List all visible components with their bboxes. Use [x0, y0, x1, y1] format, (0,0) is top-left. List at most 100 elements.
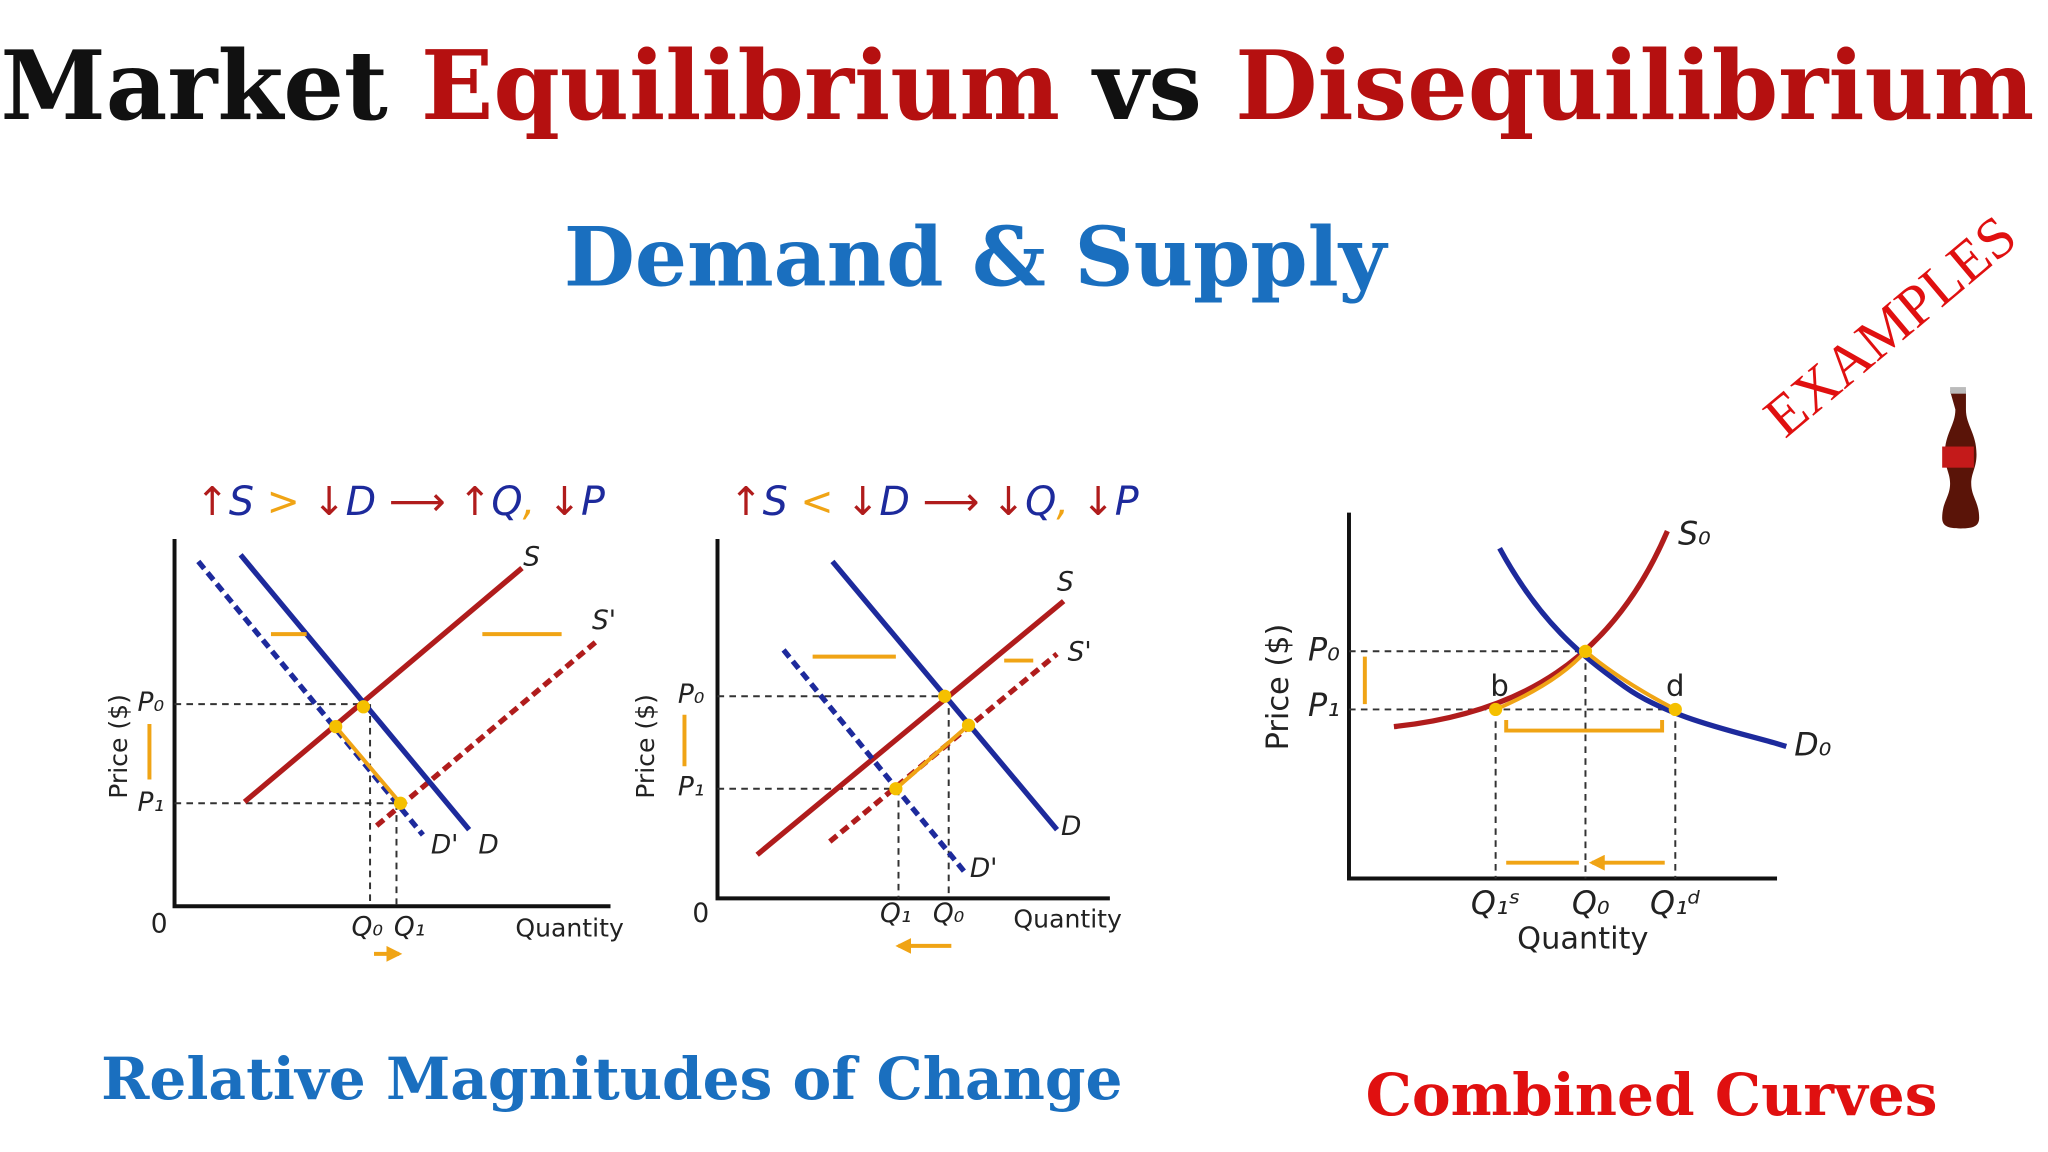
label: Q₁ˢ	[1471, 886, 1520, 922]
label: P₁	[678, 771, 705, 802]
curve	[196, 559, 425, 837]
label: S	[1057, 567, 1074, 598]
label: 0	[692, 898, 709, 929]
point	[1668, 702, 1682, 717]
point	[356, 700, 371, 714]
text-part: ,	[1056, 479, 1069, 525]
label: b	[1490, 669, 1508, 703]
label: P₀	[678, 679, 705, 710]
label: Quantity	[515, 914, 624, 943]
curve	[242, 566, 524, 804]
diagram-3: S₀ D₀ P₀ P₁ b d Q₁ˢ Q₀ Q₁ᵈ Quantity Pric…	[1261, 512, 1832, 957]
curve	[894, 723, 970, 791]
label: D	[1061, 811, 1081, 842]
text-part: <	[800, 479, 833, 525]
title: Market Equilibrium vs Disequilibrium	[0, 31, 2034, 142]
subtitle: Demand & Supply	[564, 209, 1389, 305]
label: D'	[431, 829, 459, 860]
label: S₀	[1678, 516, 1711, 552]
text-part: ↑	[196, 479, 229, 525]
label: P₁	[1308, 688, 1340, 724]
text-part: D	[879, 479, 910, 525]
text-part: ⟶	[389, 479, 446, 525]
label: S	[523, 541, 540, 572]
curve	[717, 695, 950, 899]
point	[329, 720, 343, 734]
label: Quantity	[1517, 922, 1648, 957]
point	[938, 689, 952, 703]
label: Price ($)	[1261, 624, 1296, 751]
text-part: ↓	[992, 479, 1025, 525]
text-part: Disequilibrium	[1235, 31, 2034, 142]
diagram-header: ↑S > ↓D ⟶ ↑Q, ↓P	[196, 479, 605, 525]
label: P₁	[138, 787, 165, 818]
text-part: ↓	[548, 479, 581, 525]
diagram-1: ↑S > ↓D ⟶ ↑Q, ↓P S S' D D' P₀ P₁ Q₀ Q₁ 0…	[104, 479, 624, 954]
text-part: ↑	[458, 479, 491, 525]
label: Price ($)	[631, 694, 660, 799]
caption: Relative Magnitudes of Change	[101, 1044, 1122, 1113]
curve	[147, 632, 562, 954]
label: Q₀	[352, 911, 384, 942]
curve	[374, 638, 599, 828]
curve	[1504, 720, 1665, 733]
curve	[1362, 656, 1665, 863]
label: Q₀	[1572, 886, 1610, 922]
text-part: Q	[1025, 479, 1056, 525]
curve	[1348, 650, 1677, 879]
label: 0	[151, 909, 168, 940]
label: P₀	[1308, 633, 1340, 669]
curve	[1393, 530, 1670, 730]
badge: EXAMPLES	[1752, 202, 2029, 449]
bottle-icon	[1942, 387, 1980, 529]
curve	[1950, 387, 1966, 394]
text-part: P	[1115, 479, 1139, 525]
curve	[172, 539, 611, 909]
text-part: ⟶	[923, 479, 980, 525]
point	[961, 718, 976, 732]
curve	[1497, 546, 1788, 749]
label: S'	[592, 605, 616, 636]
curve	[781, 648, 967, 874]
text-part: ↓	[312, 479, 345, 525]
text-part: D	[346, 479, 377, 525]
text-part: vs	[1091, 31, 1202, 142]
curve	[1347, 512, 1778, 881]
label: Q₁	[394, 911, 425, 942]
label: D	[478, 829, 498, 860]
text-part: Q	[491, 479, 522, 525]
curve	[755, 599, 1066, 857]
label: Q₀	[933, 898, 965, 929]
curve	[1942, 446, 1974, 468]
text-part: S	[763, 479, 788, 525]
text-part: S	[229, 479, 254, 525]
curve	[238, 553, 472, 832]
caption: Combined Curves	[1366, 1060, 1938, 1129]
text-part: >	[267, 479, 300, 525]
point	[1489, 702, 1503, 717]
curve	[682, 654, 1034, 946]
diagram-header: ↑S < ↓D ⟶ ↓Q, ↓P	[729, 479, 1138, 525]
point	[393, 796, 408, 810]
text-part: ,	[523, 479, 536, 525]
point	[889, 782, 903, 796]
label: D₀	[1794, 728, 1831, 764]
text-part: ↑	[729, 479, 762, 525]
label: S'	[1068, 637, 1092, 668]
curve	[715, 539, 1110, 901]
label: P₀	[138, 687, 165, 718]
text-part: ↓	[1082, 479, 1115, 525]
text-part: ↓	[846, 479, 879, 525]
curve	[174, 703, 401, 907]
label: Quantity	[1013, 904, 1122, 933]
label: Price ($)	[104, 694, 133, 799]
curve	[334, 725, 402, 805]
label: D'	[970, 853, 998, 884]
label: Q₁	[880, 898, 911, 929]
text-part: Equilibrium	[421, 31, 1060, 142]
label: d	[1666, 669, 1684, 703]
point	[1578, 644, 1593, 658]
text-part: Market	[0, 31, 387, 142]
